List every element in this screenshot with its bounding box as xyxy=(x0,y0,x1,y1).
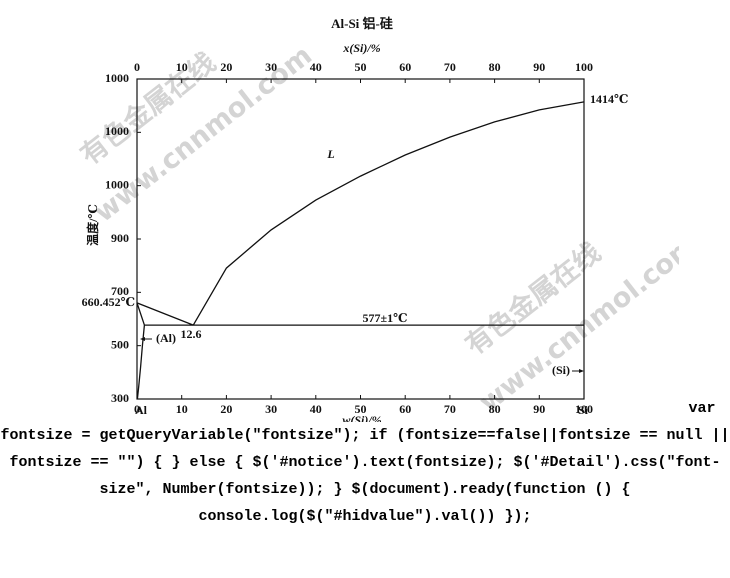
annotation: Si xyxy=(578,403,589,417)
x2-tick-label: 60 xyxy=(400,60,412,74)
x-tick-label: 50 xyxy=(355,402,367,416)
chart-title: Al-Si 铝-硅 xyxy=(332,16,394,31)
y-tick-label: 700 xyxy=(111,284,129,298)
x2-tick-label: 50 xyxy=(355,60,367,74)
x2-tick-label: 0 xyxy=(134,60,140,74)
phase-line xyxy=(137,325,146,400)
x2-tick-label: 90 xyxy=(534,60,546,74)
annotation: L xyxy=(327,147,335,161)
y-axis-label: 温度/℃ xyxy=(85,204,100,246)
content: 有色金属在线 www.cnnmol.com 有色金属在线 www.cnnmol.com… xyxy=(0,16,730,525)
x-tick-label: 60 xyxy=(400,402,412,416)
x2-axis-label: x(Si)/% xyxy=(343,41,381,55)
x-axis-label: w(Si)/% xyxy=(343,413,382,422)
annotation: (Al) xyxy=(156,331,176,345)
phase-line xyxy=(136,302,146,326)
x-tick-label: 10 xyxy=(176,402,188,416)
x2-tick-label: 30 xyxy=(266,60,278,74)
x-tick-label: 100 xyxy=(575,402,593,416)
y-tick-label: 1000 xyxy=(105,124,129,138)
phase-line xyxy=(137,302,195,326)
y-tick-label: 1000 xyxy=(105,177,129,191)
phase-line xyxy=(193,101,585,326)
x-tick-label: 30 xyxy=(266,402,278,416)
x2-tick-label: 80 xyxy=(489,60,501,74)
annotation: Al xyxy=(135,403,148,417)
annotation: 660.452℃ xyxy=(82,295,135,309)
chart: 有色金属在线www.cnnmol.com有色金属在线www.cnnmol.com… xyxy=(75,16,680,422)
arrow-head xyxy=(140,337,146,341)
y-tick-label: 300 xyxy=(111,391,129,405)
arrow-head xyxy=(579,369,585,373)
annotation: (Si) xyxy=(552,363,570,377)
y-tick-label: 1000 xyxy=(105,71,129,85)
x2-tick-label: 100 xyxy=(575,60,593,74)
annotation: 12.6 xyxy=(181,327,202,341)
x-tick-label: 70 xyxy=(444,402,456,416)
x-tick-label: 40 xyxy=(310,402,322,416)
y-tick-label: 500 xyxy=(111,337,129,351)
x-tick-label: 80 xyxy=(489,402,501,416)
x2-tick-label: 10 xyxy=(176,60,188,74)
x2-tick-label: 20 xyxy=(221,60,233,74)
y-tick-label: 900 xyxy=(111,231,129,245)
x-tick-label: 0 xyxy=(134,402,140,416)
annotation: 577±1℃ xyxy=(363,311,408,325)
x-tick-label: 90 xyxy=(534,402,546,416)
x-tick-label: 20 xyxy=(221,402,233,416)
code-text: var fontsize = getQueryVariable("fontsiz… xyxy=(0,400,730,525)
x2-tick-label: 70 xyxy=(444,60,456,74)
x2-tick-label: 40 xyxy=(310,60,322,74)
annotation: 1414℃ xyxy=(590,92,628,106)
